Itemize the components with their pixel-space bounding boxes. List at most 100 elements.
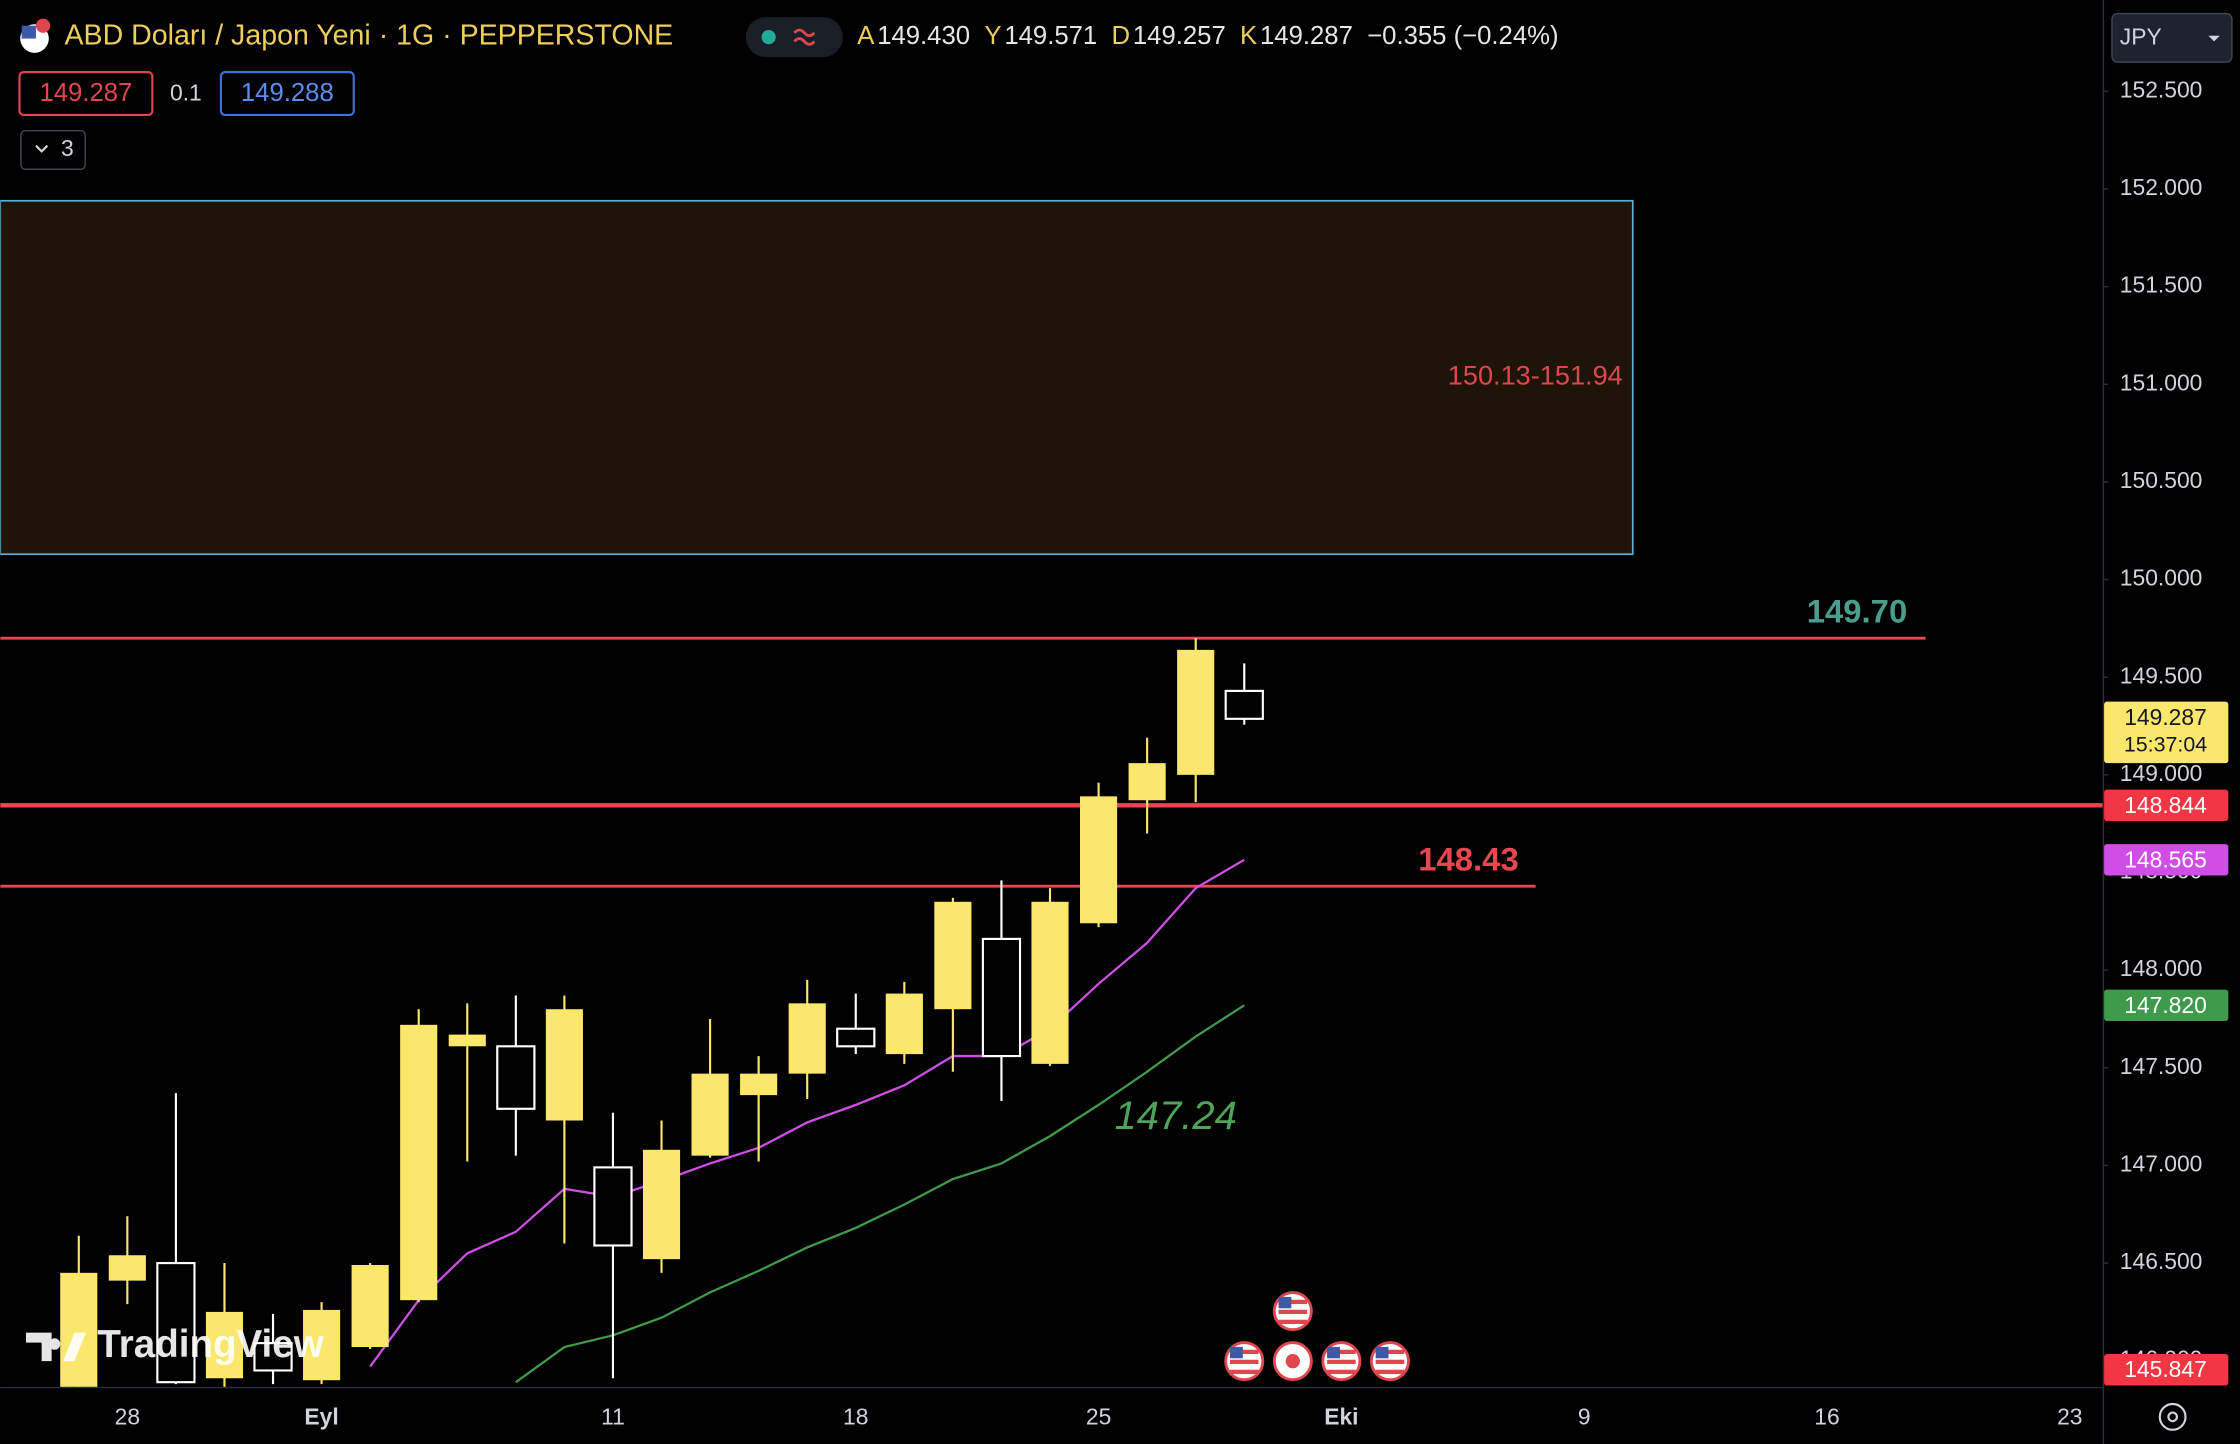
chevron-icon — [35, 144, 49, 153]
candle-body — [691, 1073, 729, 1156]
x-tick-label: 9 — [1578, 1403, 1591, 1429]
candle-body — [593, 1166, 633, 1247]
currency: JPY — [2120, 24, 2162, 50]
symbol-icon-badge — [35, 18, 51, 33]
ma-badge — [2104, 989, 2229, 1022]
ohlc-value: 149.257 — [1133, 22, 1226, 50]
ma-line — [515, 1004, 1245, 1384]
event-icon[interactable] — [1224, 1341, 1265, 1382]
event-icon[interactable] — [1321, 1341, 1362, 1382]
ma-badge-label: 147.820 — [2124, 992, 2207, 1018]
candle-body — [108, 1255, 146, 1281]
last-price-label: 149.287 — [2124, 704, 2207, 730]
price-badge — [2104, 1354, 2229, 1386]
y-tick-label: 152.500 — [2120, 76, 2203, 102]
last-price-badge — [2104, 701, 2229, 764]
candle-body — [60, 1272, 98, 1387]
y-tick-label: 147.500 — [2120, 1053, 2203, 1079]
zone — [0, 199, 1634, 556]
market-status — [761, 29, 776, 45]
candle-body — [1177, 649, 1215, 775]
events — [1224, 1291, 1410, 1382]
candle-body — [1080, 796, 1118, 924]
y-tick-label: 152.000 — [2120, 174, 2203, 200]
price-line-label: 149.70 — [1807, 593, 1907, 630]
x-tick-label: Eyl — [304, 1403, 338, 1429]
ohlc-value: 149.287 — [1260, 22, 1353, 50]
y-tick-label: 150.000 — [2120, 565, 2203, 591]
candle-body — [740, 1073, 778, 1096]
symbol-icon-flag — [21, 25, 36, 39]
currency-select[interactable] — [2111, 12, 2233, 63]
x-tick-label: 28 — [115, 1403, 140, 1429]
y-tick-label: 149.500 — [2120, 662, 2203, 688]
axes: 146.000146.500147.000147.500148.000148.5… — [115, 76, 2229, 1429]
ohlc-key: K — [1240, 22, 1257, 50]
sell-button[interactable] — [18, 71, 154, 117]
ma-badge-label: 148.565 — [2124, 846, 2207, 872]
candle-body — [836, 1027, 876, 1048]
ohlc-key: D — [1111, 22, 1130, 50]
buy-button[interactable] — [219, 71, 355, 117]
candle-body — [885, 993, 923, 1055]
zone-label: 150.13-151.94 — [1448, 360, 1623, 391]
logo-text: TradingView — [97, 1323, 324, 1366]
status-pill[interactable] — [745, 17, 843, 58]
candle-body — [205, 1311, 244, 1379]
candle-body — [788, 1003, 826, 1074]
candle-body — [351, 1265, 389, 1348]
price-badge — [2104, 789, 2229, 822]
logo-icon — [25, 1332, 86, 1362]
event-icon[interactable] — [1369, 1341, 1410, 1382]
buy-price: 149.288 — [241, 79, 334, 107]
price-line-label: 148.43 — [1418, 841, 1518, 878]
ohlc-key: A — [857, 22, 875, 50]
y-tick-label: 151.500 — [2120, 272, 2203, 298]
dropdown-icon — [2208, 35, 2220, 42]
indicators-count: 3 — [61, 135, 74, 161]
candle-body — [1224, 689, 1264, 720]
plot-area: 150.13-151.94 — [0, 199, 2103, 1387]
candle-body — [400, 1024, 438, 1301]
candle-body — [448, 1034, 486, 1047]
settings-icon-core — [2167, 1411, 2179, 1423]
watermark: TradingView — [25, 1323, 325, 1366]
header: ABD Doları / Japon Yeni · 1G · PEPPERSTO… — [18, 12, 2233, 170]
ohlc-value: 149.430 — [877, 22, 970, 50]
ohlc-values: A 149.430 Y 149.571 D 149.257 K 149.287 −0.355 (… — [857, 22, 1558, 50]
indicators-toggle[interactable] — [20, 129, 86, 170]
ma-badge — [2104, 844, 2229, 876]
spread: 0.1 — [170, 79, 202, 105]
change: −0.355 (−0.24%) — [1367, 22, 1558, 50]
x-tick-label: 23 — [2057, 1403, 2082, 1429]
x-tick-label: 16 — [1814, 1403, 1839, 1429]
y-tick-label: 150.500 — [2120, 467, 2203, 493]
candle-body — [156, 1261, 196, 1384]
candle-body — [253, 1342, 293, 1372]
candle-body — [981, 937, 1022, 1058]
candle-body — [496, 1045, 536, 1110]
sell-price: 149.287 — [39, 79, 132, 107]
event-icon[interactable] — [1272, 1341, 1313, 1382]
data-status — [793, 28, 816, 46]
ohlc-key: Y — [984, 22, 1001, 50]
candle-body — [1128, 763, 1166, 801]
y-tick-label: 146.500 — [2120, 1248, 2203, 1274]
price-badge-label: 148.844 — [2124, 792, 2207, 818]
settings-button[interactable] — [2158, 1402, 2187, 1431]
x-tick-label: Eki — [1324, 1403, 1358, 1429]
event-icon[interactable] — [1272, 1291, 1313, 1332]
candle-body — [642, 1149, 681, 1260]
candle-body — [1031, 901, 1069, 1064]
candle-body — [545, 1009, 583, 1121]
ma-line — [369, 858, 1245, 1368]
candle-body — [934, 901, 972, 1010]
price-badge-label: 145.847 — [2124, 1356, 2207, 1382]
y-tick-label: 149.000 — [2120, 760, 2203, 786]
x-tick-label: 25 — [1086, 1403, 1111, 1429]
y-tick-label: 148.000 — [2120, 955, 2203, 981]
annotation: 147.24 — [1115, 1094, 1237, 1138]
settings-icon — [2158, 1402, 2187, 1431]
